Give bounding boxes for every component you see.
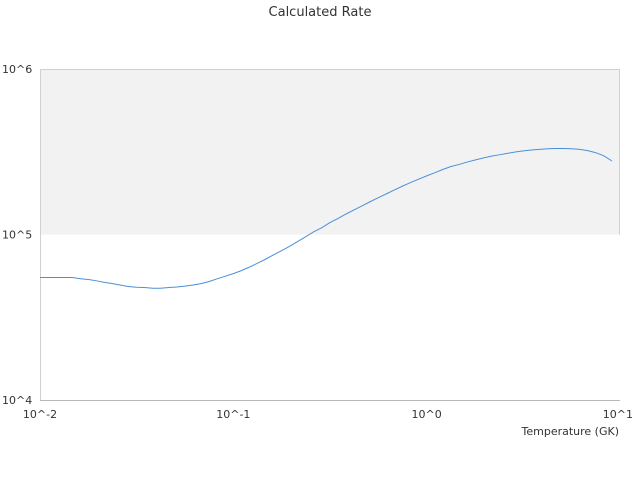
y-tick-label: 10^6 xyxy=(2,63,32,76)
y-tick-label: 10^4 xyxy=(2,394,32,407)
x-tick-label: 10^-1 xyxy=(216,408,250,421)
shaded-band xyxy=(40,69,620,235)
x-tick-labels: 10^-2 10^-1 10^0 10^1 xyxy=(23,408,633,421)
y-tick-label: 10^5 xyxy=(2,229,32,242)
rate-series-line xyxy=(40,147,613,289)
x-tick-label: 10^0 xyxy=(412,408,442,421)
x-axis-label: Temperature (GK) xyxy=(521,425,620,438)
x-tick-label: 10^-2 xyxy=(23,408,57,421)
x-tick-label: 10^1 xyxy=(603,408,633,421)
chart-title: Calculated Rate xyxy=(269,5,372,20)
y-tick-labels: 10^4 10^5 10^6 xyxy=(2,63,32,407)
